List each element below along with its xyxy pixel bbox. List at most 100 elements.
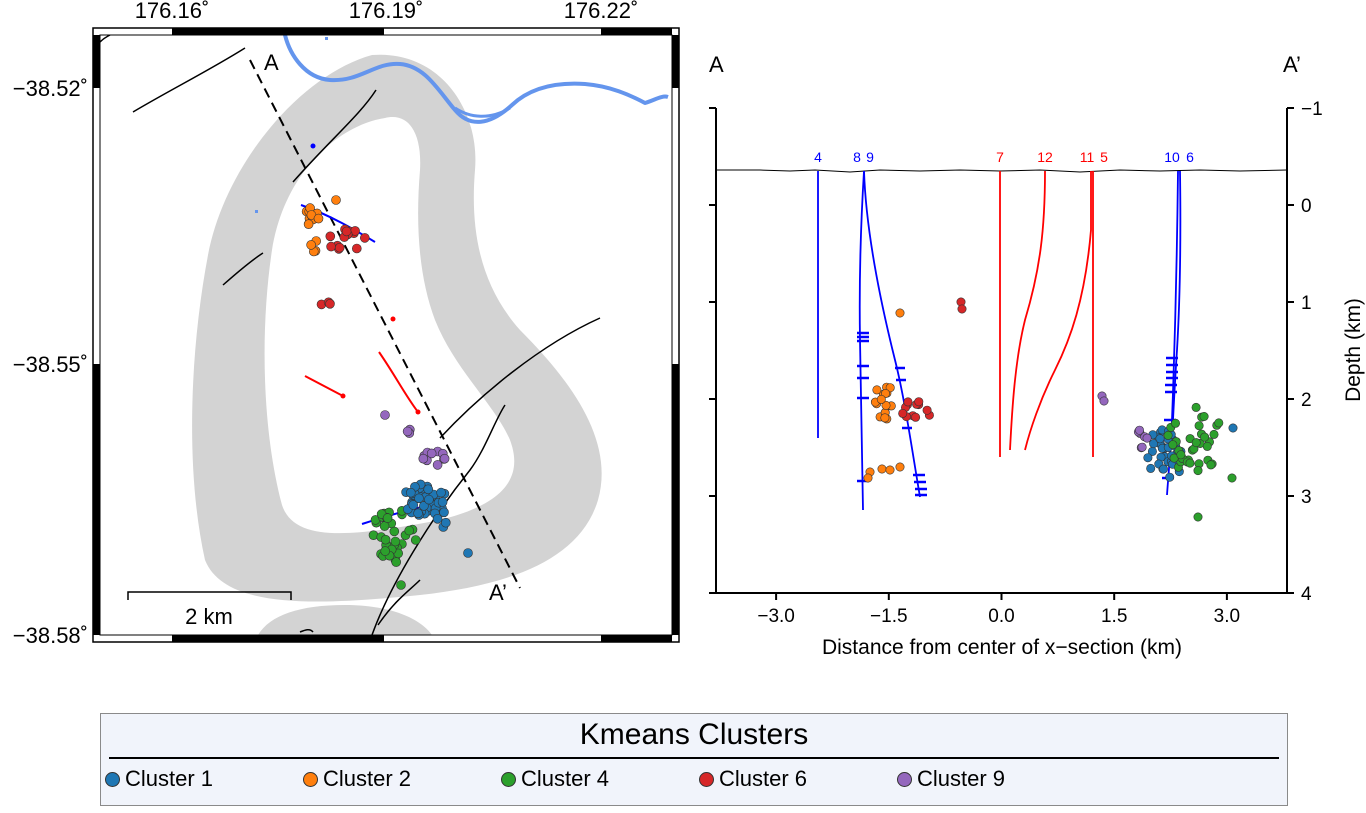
xsec-event	[1158, 464, 1168, 474]
x-axis-label: Distance from center of x−section (km)	[822, 636, 1182, 659]
lat-tick-label: −38.55˚	[13, 352, 88, 377]
map-event	[410, 535, 421, 545]
legend-item: Cluster 4	[501, 764, 609, 794]
map-event	[439, 453, 450, 464]
legend-item: Cluster 1	[105, 764, 213, 794]
map-event	[424, 494, 434, 505]
legend: Kmeans Clusters Cluster 1 Cluster 2 Clus…	[100, 713, 1288, 806]
x-tick-label: −1.5	[870, 606, 908, 627]
topography-line	[716, 169, 1288, 173]
legend-label: Cluster 1	[125, 766, 214, 791]
map-frame-checkers	[93, 28, 679, 642]
well-label: 5	[1100, 149, 1108, 165]
legend-divider	[109, 757, 1279, 759]
xsec-event	[957, 304, 967, 314]
well-label: 8	[853, 149, 861, 165]
map-event	[389, 526, 400, 537]
map-event	[432, 460, 443, 470]
map-frame-outer	[92, 27, 680, 643]
map-event	[413, 508, 423, 519]
xsec-event	[1135, 425, 1145, 435]
y-tick-label: 4	[1301, 584, 1312, 605]
xsec-event	[903, 397, 913, 407]
feed-zone-marks	[857, 331, 1178, 497]
lon-tick-label: 176.22˚	[564, 0, 639, 23]
xsec-event	[1214, 418, 1224, 428]
legend-swatch	[303, 771, 318, 787]
xsec-event	[1176, 450, 1186, 460]
map-event	[414, 493, 424, 504]
legend-swatch	[897, 771, 912, 787]
map-event	[404, 525, 415, 536]
xsec-event	[1155, 434, 1165, 444]
legend-label: Cluster 2	[323, 766, 412, 791]
map-section-end-label: A’	[489, 580, 507, 605]
caldera-lower	[258, 605, 432, 635]
well-profile-9	[863, 170, 921, 498]
well-label: 10	[1164, 149, 1180, 165]
x-tick-label: −3.0	[757, 606, 795, 627]
map-event	[331, 195, 341, 205]
xsec-event	[911, 412, 921, 422]
xsec-event	[1099, 396, 1109, 406]
lat-tick-label: −38.52˚	[13, 76, 88, 101]
map-section-start-label: A	[264, 50, 279, 75]
well-profile-11	[1024, 171, 1092, 451]
map-event	[379, 521, 390, 531]
x-tick-label: 1.5	[1101, 606, 1127, 627]
map-event	[463, 548, 473, 558]
well-label: 12	[1037, 149, 1053, 165]
well-profile-10	[1166, 170, 1179, 496]
xsec-event	[1209, 429, 1219, 439]
xsec-event	[863, 473, 873, 483]
map-event	[418, 453, 429, 464]
xsec-event	[1200, 432, 1210, 442]
xsec-event	[877, 464, 887, 474]
map-event	[402, 426, 413, 437]
lat-tick-label: −38.58˚	[13, 623, 88, 648]
legend-items: Cluster 1 Cluster 2 Cluster 4 Cluster 6 …	[105, 764, 1287, 794]
scale-bar	[127, 591, 292, 600]
xsec-event	[885, 383, 895, 393]
xsec-event	[1191, 402, 1201, 412]
xsec-event	[1185, 458, 1195, 468]
xsec-event	[1202, 441, 1212, 451]
map-event	[380, 546, 391, 556]
map-event	[341, 226, 352, 237]
scale-bar-label: 2 km	[185, 604, 233, 629]
xsec-event	[1227, 473, 1237, 483]
xsec-event	[1163, 430, 1173, 440]
map-event	[380, 410, 390, 420]
map-event	[423, 484, 434, 495]
well-label: 6	[1186, 149, 1194, 165]
legend-swatch	[105, 771, 120, 787]
map-event	[437, 497, 448, 507]
xsec-event	[885, 465, 895, 475]
map-frame-inner	[99, 34, 673, 636]
well-label: 9	[866, 149, 874, 165]
xsec-event	[1171, 418, 1181, 428]
xsec-event	[1146, 463, 1156, 473]
y-tick-label: 1	[1301, 293, 1312, 314]
xsec-event	[895, 462, 905, 472]
xsec-event	[898, 408, 908, 418]
map-event	[306, 240, 316, 250]
y-tick-label: 3	[1301, 487, 1312, 508]
xsec-event	[1137, 442, 1147, 452]
xsec-event	[1142, 433, 1152, 443]
map-event	[408, 500, 419, 510]
xsec-event	[1149, 439, 1159, 449]
lon-tick-label: 176.19˚	[349, 0, 424, 23]
legend-item: Cluster 9	[897, 764, 1005, 794]
map-event	[351, 243, 362, 254]
map-event	[380, 534, 391, 545]
map-seismicity	[301, 195, 473, 590]
map-event	[382, 513, 393, 523]
river-branch	[454, 106, 511, 118]
xsec-seismicity	[863, 297, 1238, 522]
map-event	[439, 507, 449, 518]
y-tick-label: 2	[1301, 390, 1312, 411]
xsec-right-end-label: A’	[1283, 52, 1301, 77]
well-labels: 4 8 9 7 12 11 5 10 6	[814, 149, 1194, 165]
